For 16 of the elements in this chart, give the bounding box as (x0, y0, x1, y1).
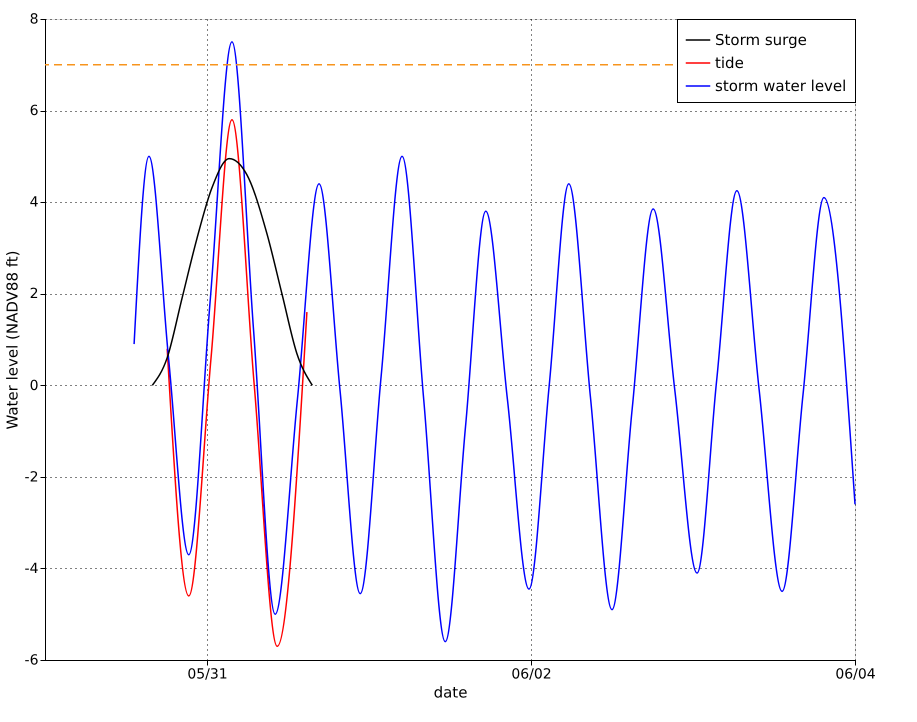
y-tick-label: -6 (24, 652, 39, 668)
y-tick-label: 8 (30, 12, 38, 28)
y-tick-label: 2 (30, 286, 38, 302)
x-tick-label: 05/31 (187, 666, 228, 682)
legend-label: Storm surge (715, 31, 807, 49)
legend-label: storm water level (715, 77, 846, 95)
y-tick-label: 6 (30, 103, 39, 120)
y-tick-label: 0 (30, 378, 38, 394)
legend-label: tide (715, 54, 744, 72)
x-tick-label: 06/04 (835, 666, 876, 682)
y-tick-label: 4 (30, 194, 39, 211)
y-tick-label: -4 (24, 560, 39, 577)
x-tick-label: 06/02 (511, 666, 552, 682)
y-tick-label: -2 (24, 469, 38, 486)
y-axis-title: Water level (NADV88 ft) (4, 250, 22, 430)
x-axis-title: date (434, 684, 468, 702)
